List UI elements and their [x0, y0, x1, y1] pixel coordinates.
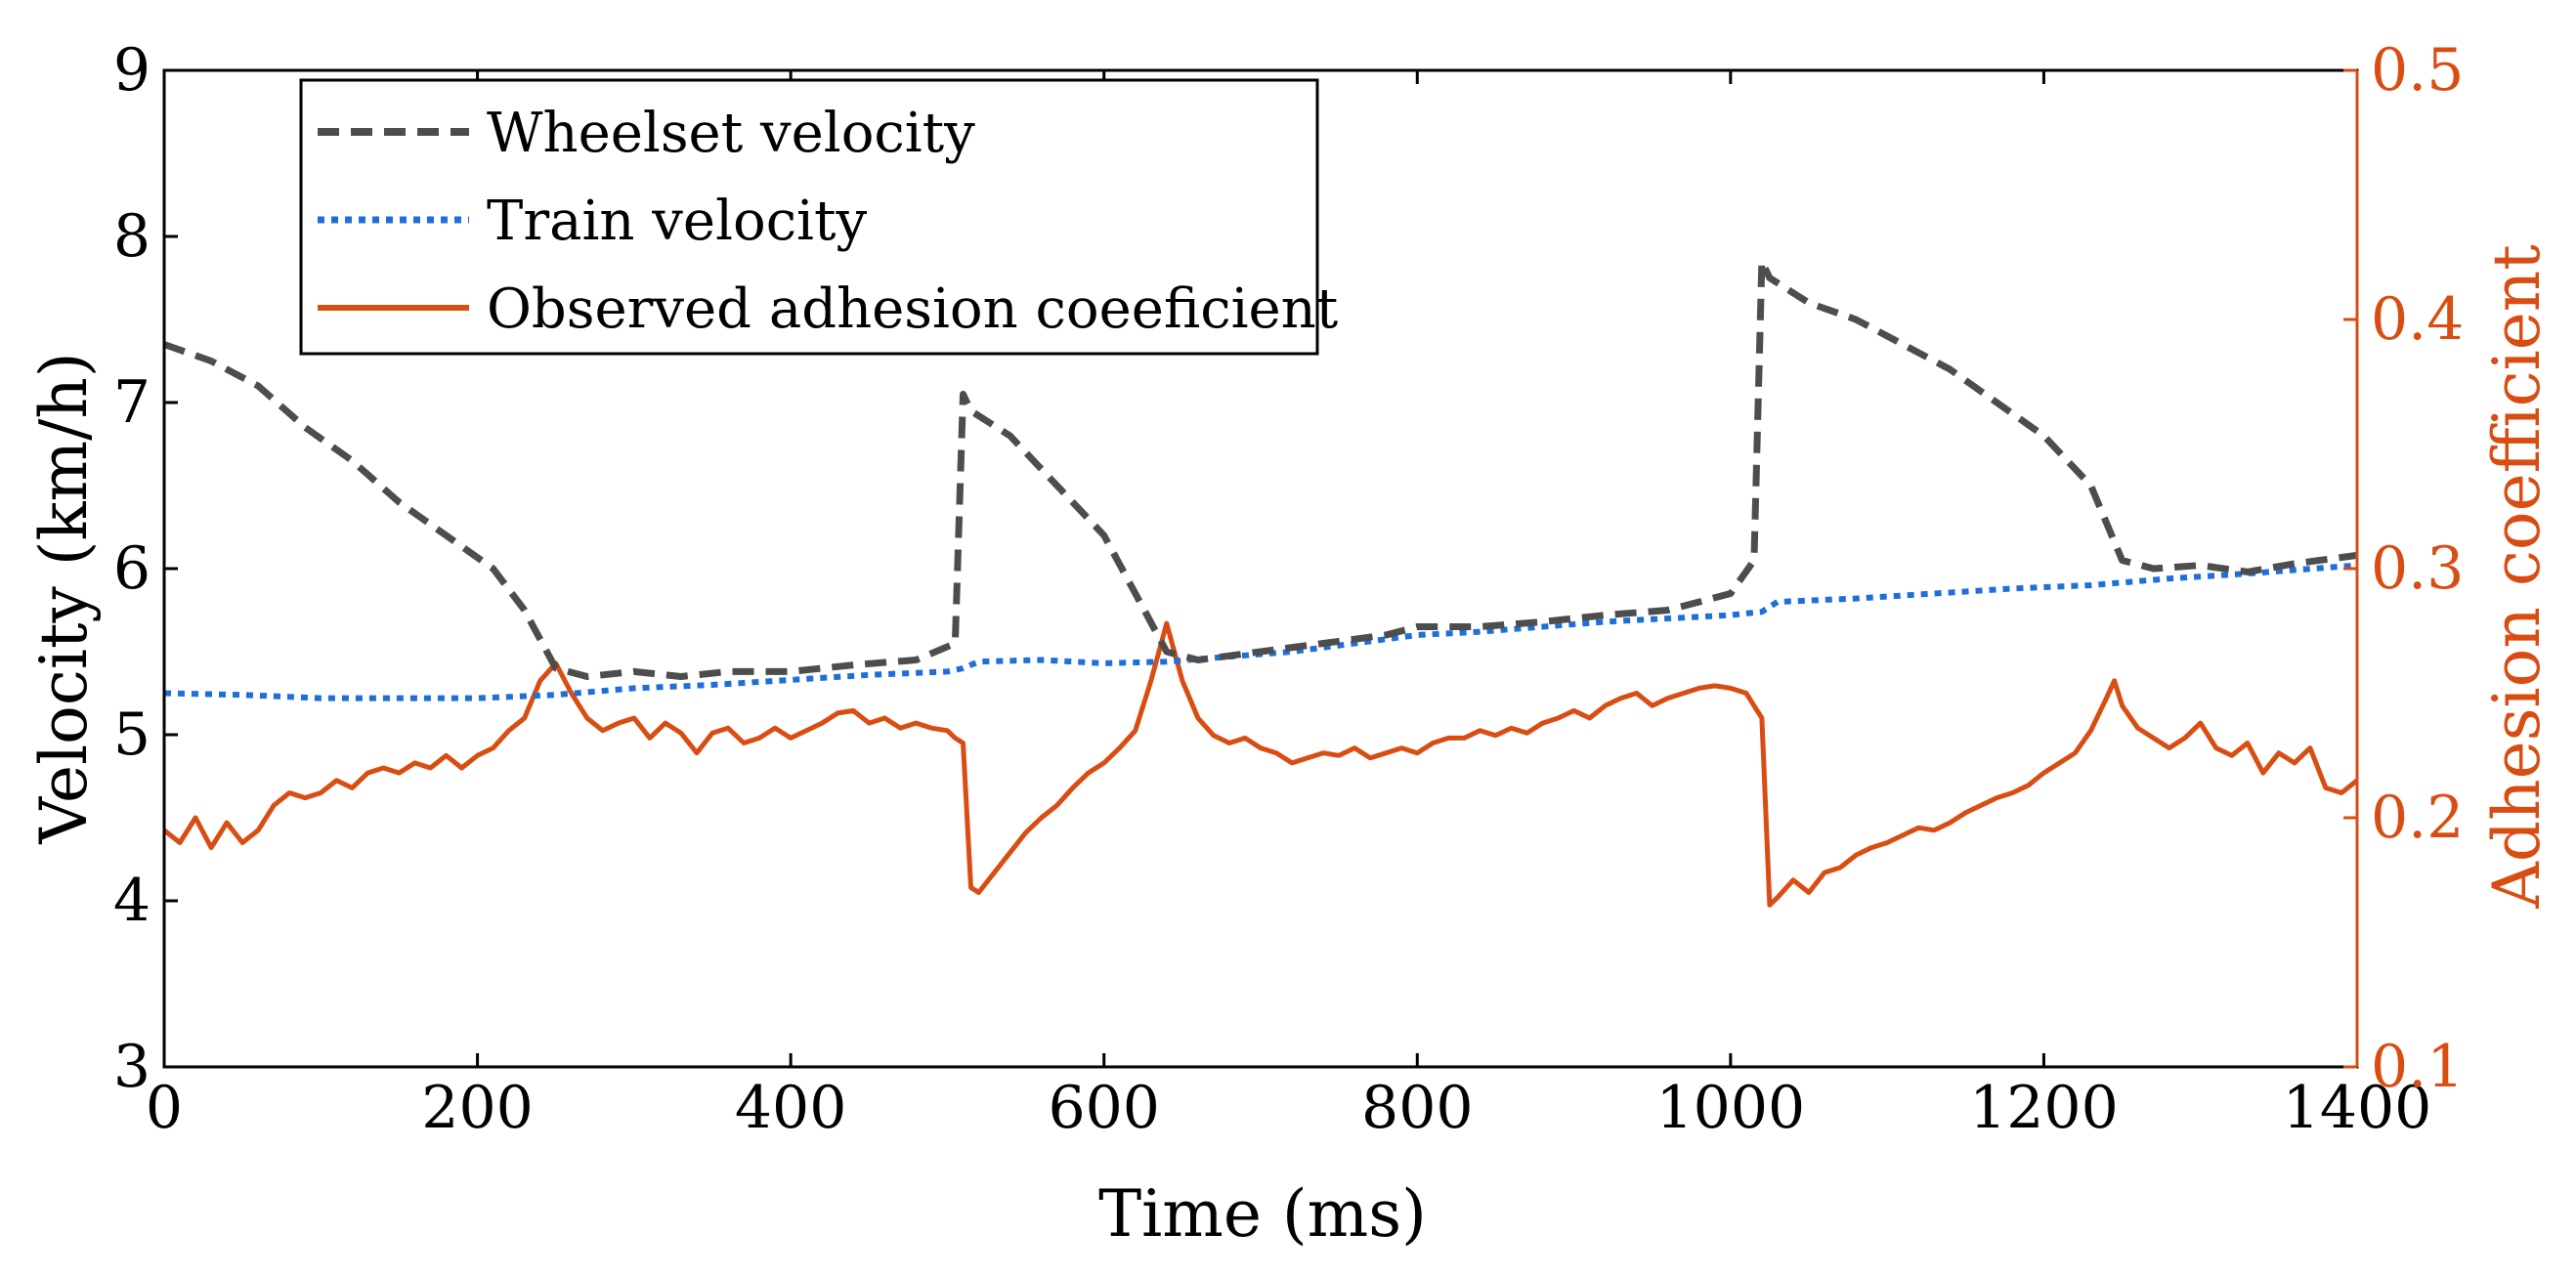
legend-label-wheelset: Wheelset velocity: [487, 102, 975, 165]
y-axis-label-left: Velocity (km/h): [26, 352, 102, 844]
series-observed-adhesion: [162, 620, 2359, 908]
y-left-tick-label: 3: [113, 1033, 150, 1101]
y-left-tick-label: 7: [113, 368, 150, 437]
x-tick-label: 200: [421, 1074, 534, 1142]
x-tick-label: 800: [1361, 1074, 1474, 1142]
x-tick-label: 1400: [2283, 1074, 2432, 1142]
y-left-tick-label: 5: [113, 701, 150, 769]
y-axis-label-right: Adhesion coefficient: [2479, 244, 2555, 910]
axis-layer: 0 200 400 600 800 1000 1200 1400 3 4 5 6 7 8 9 0.1 0.2 0.…: [113, 36, 2465, 1142]
y-left-tick-label: 4: [113, 867, 150, 935]
y-left-tick-label: 8: [113, 202, 150, 271]
y-left-tick-label: 6: [113, 534, 150, 603]
x-tick-label: 0: [146, 1074, 183, 1142]
y-right-tick-label: 0.1: [2371, 1033, 2464, 1101]
x-tick-label: 600: [1048, 1074, 1160, 1142]
y-right-tick-label: 0.4: [2371, 285, 2464, 354]
x-tick-label: 1200: [1969, 1074, 2119, 1142]
x-tick-label: 1000: [1656, 1074, 1806, 1142]
x-axis-label: Time (ms): [1098, 1176, 1427, 1252]
x-tick-label: 400: [735, 1074, 847, 1142]
y-right-tick-label: 0.5: [2371, 36, 2464, 105]
series-wheelset-velocity: [162, 258, 2358, 680]
legend-label-train: Train velocity: [487, 190, 867, 253]
y-right-tick-label: 0.2: [2371, 784, 2464, 852]
legend: Wheelset velocity Train velocity Observe…: [299, 78, 1339, 356]
y-right-tick-label: 0.3: [2371, 534, 2464, 603]
series-layer: [162, 258, 2359, 908]
legend-label-adhesion: Observed adhesion coeeficient: [487, 277, 1339, 341]
legend-box: [299, 78, 1319, 356]
y-left-tick-label: 9: [113, 36, 150, 105]
